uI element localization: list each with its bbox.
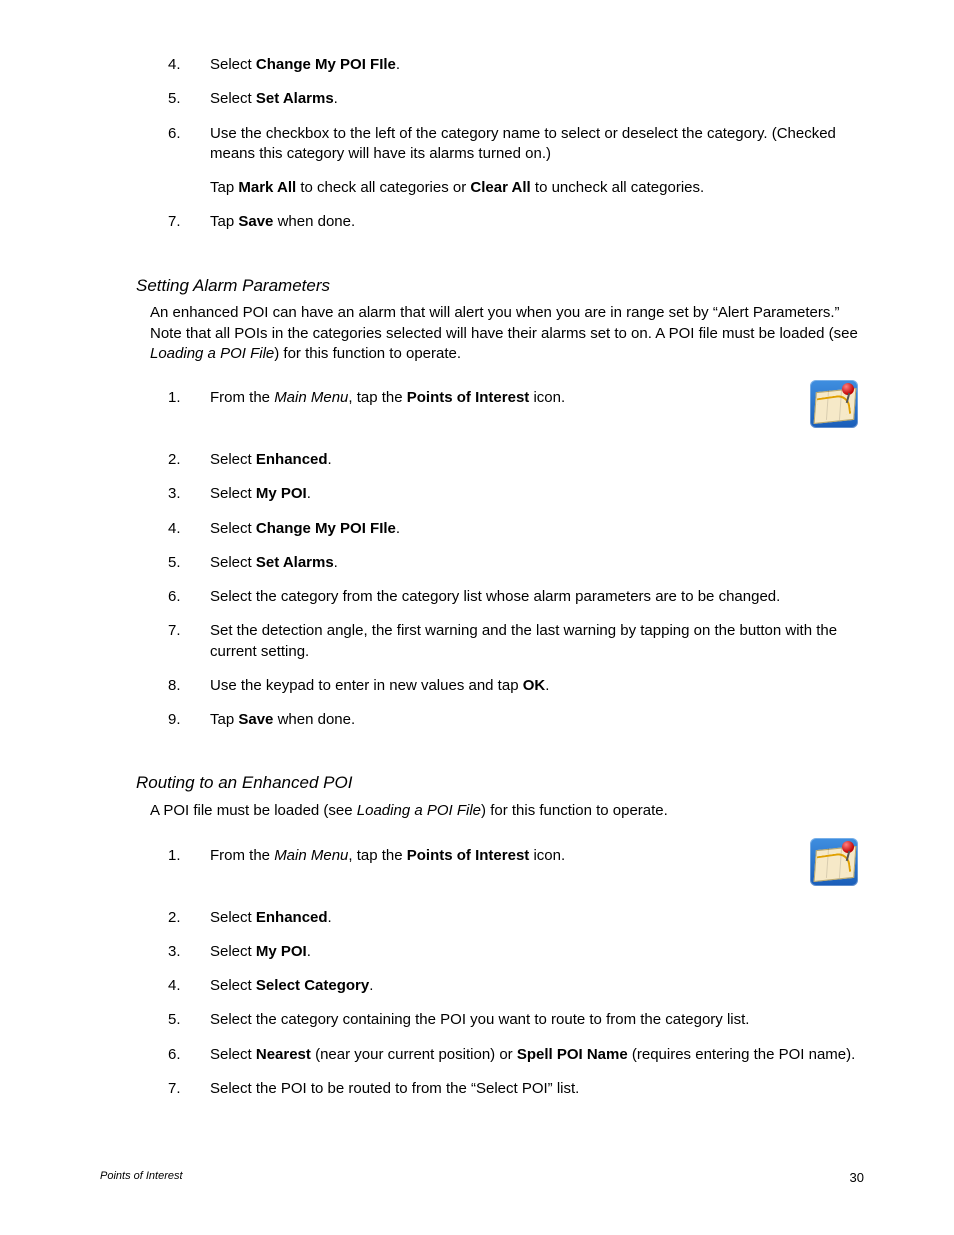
list-text: Select My POI.: [210, 942, 864, 962]
list-item: 5. Select the category containing the PO…: [100, 1010, 864, 1030]
list-item: 1. From the Main Menu, tap the Points of…: [100, 388, 864, 428]
list-number: 8.: [168, 676, 210, 696]
list-number: 5.: [168, 89, 210, 109]
list-number: 6.: [168, 587, 210, 607]
list-number: 2.: [168, 450, 210, 470]
list-number: 2.: [168, 908, 210, 928]
list-text: Select Set Alarms.: [210, 89, 864, 109]
list-text: Tap Save when done.: [210, 212, 864, 232]
list-number: 5.: [168, 1010, 210, 1030]
list-text: Set the detection angle, the first warni…: [210, 621, 864, 662]
list-text: Select Change My POI FIle.: [210, 55, 864, 75]
list-number: 7.: [168, 1079, 210, 1099]
footer-title: Points of Interest: [100, 1169, 183, 1187]
list-text: Select the category containing the POI y…: [210, 1010, 864, 1030]
page-number: 30: [850, 1169, 864, 1187]
list-item: 2. Select Enhanced.: [100, 908, 864, 928]
list-item: 8. Use the keypad to enter in new values…: [100, 676, 864, 696]
list-number: 7.: [168, 212, 210, 232]
list-item: 4. Select Change My POI FIle.: [100, 55, 864, 75]
list-item: 2. Select Enhanced.: [100, 450, 864, 470]
section-intro: An enhanced POI can have an alarm that w…: [100, 303, 864, 364]
top-list: 4. Select Change My POI FIle. 5. Select …: [100, 55, 864, 233]
section1-list: 1. From the Main Menu, tap the Points of…: [100, 388, 864, 730]
list-number: 1.: [168, 846, 210, 866]
list-item: 1. From the Main Menu, tap the Points of…: [100, 846, 864, 886]
list-item: 7. Set the detection angle, the first wa…: [100, 621, 864, 662]
list-subparagraph: Tap Mark All to check all categories or …: [100, 178, 864, 198]
list-item: 5. Select Set Alarms.: [100, 89, 864, 109]
list-item: 7. Tap Save when done.: [100, 212, 864, 232]
section-intro: A POI file must be loaded (see Loading a…: [100, 801, 864, 821]
list-text: Select Set Alarms.: [210, 553, 864, 573]
list-number: 6.: [168, 1045, 210, 1065]
poi-map-icon: [804, 838, 864, 886]
list-text: From the Main Menu, tap the Points of In…: [210, 388, 798, 408]
section2-list: 1. From the Main Menu, tap the Points of…: [100, 846, 864, 1100]
list-item: 3. Select My POI.: [100, 484, 864, 504]
list-number: 4.: [168, 976, 210, 996]
list-number: 3.: [168, 942, 210, 962]
list-number: 5.: [168, 553, 210, 573]
list-text: Tap Save when done.: [210, 710, 864, 730]
list-text: Select the POI to be routed to from the …: [210, 1079, 864, 1099]
list-text: Select Change My POI FIle.: [210, 519, 864, 539]
list-number: 6.: [168, 124, 210, 144]
list-text: Select Enhanced.: [210, 908, 864, 928]
list-item: 6. Select Nearest (near your current pos…: [100, 1045, 864, 1065]
list-item: 4. Select Select Category.: [100, 976, 864, 996]
page-footer: Points of Interest 30: [100, 1169, 864, 1187]
list-text: Use the checkbox to the left of the cate…: [210, 124, 864, 165]
list-number: 3.: [168, 484, 210, 504]
list-number: 7.: [168, 621, 210, 641]
list-number: 1.: [168, 388, 210, 408]
list-text: Select Select Category.: [210, 976, 864, 996]
list-text: Select Nearest (near your current positi…: [210, 1045, 864, 1065]
list-item: 6. Select the category from the category…: [100, 587, 864, 607]
list-text: From the Main Menu, tap the Points of In…: [210, 846, 798, 866]
list-number: 9.: [168, 710, 210, 730]
list-item: 4. Select Change My POI FIle.: [100, 519, 864, 539]
list-text: Use the keypad to enter in new values an…: [210, 676, 864, 696]
list-number: 4.: [168, 519, 210, 539]
list-item: 9. Tap Save when done.: [100, 710, 864, 730]
list-text: Select the category from the category li…: [210, 587, 864, 607]
list-item: 6. Use the checkbox to the left of the c…: [100, 124, 864, 165]
section-heading-routing: Routing to an Enhanced POI: [100, 772, 864, 795]
list-text: Select Enhanced.: [210, 450, 864, 470]
list-item: 3. Select My POI.: [100, 942, 864, 962]
list-text: Select My POI.: [210, 484, 864, 504]
poi-map-icon: [804, 380, 864, 428]
list-item: 5. Select Set Alarms.: [100, 553, 864, 573]
list-item: 7. Select the POI to be routed to from t…: [100, 1079, 864, 1099]
list-number: 4.: [168, 55, 210, 75]
section-heading-alarm-parameters: Setting Alarm Parameters: [100, 275, 864, 298]
